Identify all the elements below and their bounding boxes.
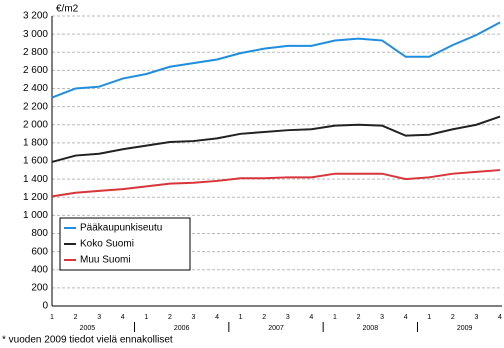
x-tick-label: 2 [168,314,172,321]
y-tick-label: 2 800 [23,47,48,58]
y-unit: €/m2 [56,4,79,15]
x-tick-label: 4 [498,314,502,321]
y-tick-label: 1 600 [23,156,48,167]
y-tick-label: 1 000 [23,210,48,221]
x-tick-label: 2 [451,314,455,321]
x-tick-label: 3 [474,314,478,321]
year-label: 2006 [174,325,190,332]
year-label: 2005 [80,325,96,332]
x-tick-label: 2 [357,314,361,321]
x-tick-label: 4 [309,314,313,321]
series-line [51,115,501,163]
x-tick-label: 1 [239,314,243,321]
x-tick-label: 1 [50,314,54,321]
x-tick-label: 3 [380,314,384,321]
x-tick-label: 3 [97,314,101,321]
series-line [51,169,501,198]
legend-label: Pääkaupunkiseutu [80,223,162,234]
y-tick-label: 1 400 [23,174,48,185]
legend-label: Muu Suomi [80,255,131,266]
x-tick-label: 1 [427,314,431,321]
year-label: 2008 [363,325,379,332]
x-tick-label: 4 [404,314,408,321]
y-tick-label: 1 800 [23,138,48,149]
y-tick-label: 2 400 [23,83,48,94]
x-tick-label: 2 [262,314,266,321]
y-tick-label: 2 000 [23,119,48,130]
series-line [51,21,501,99]
y-tick-label: 3 000 [23,29,48,40]
y-tick-label: 800 [31,228,48,239]
x-tick-label: 3 [286,314,290,321]
legend-label: Koko Suomi [80,239,134,250]
y-tick-label: 2 600 [23,65,48,76]
x-tick-label: 1 [333,314,337,321]
year-label: 2009 [457,325,473,332]
x-tick-label: 3 [192,314,196,321]
y-tick-label: 200 [31,283,48,294]
y-tick-label: 600 [31,246,48,257]
x-tick-label: 1 [144,314,148,321]
footnote: * vuoden 2009 tiedot vielä ennakolliset [2,335,173,346]
x-tick-label: 4 [121,314,125,321]
y-tick-label: 3 200 [23,11,48,22]
y-tick-label: 0 [42,301,48,312]
y-tick-label: 1 200 [23,192,48,203]
y-tick-label: 2 200 [23,101,48,112]
x-tick-label: 4 [215,314,219,321]
y-tick-label: 400 [31,264,48,275]
year-label: 2007 [268,325,284,332]
x-tick-label: 2 [74,314,78,321]
legend-box [59,217,191,271]
